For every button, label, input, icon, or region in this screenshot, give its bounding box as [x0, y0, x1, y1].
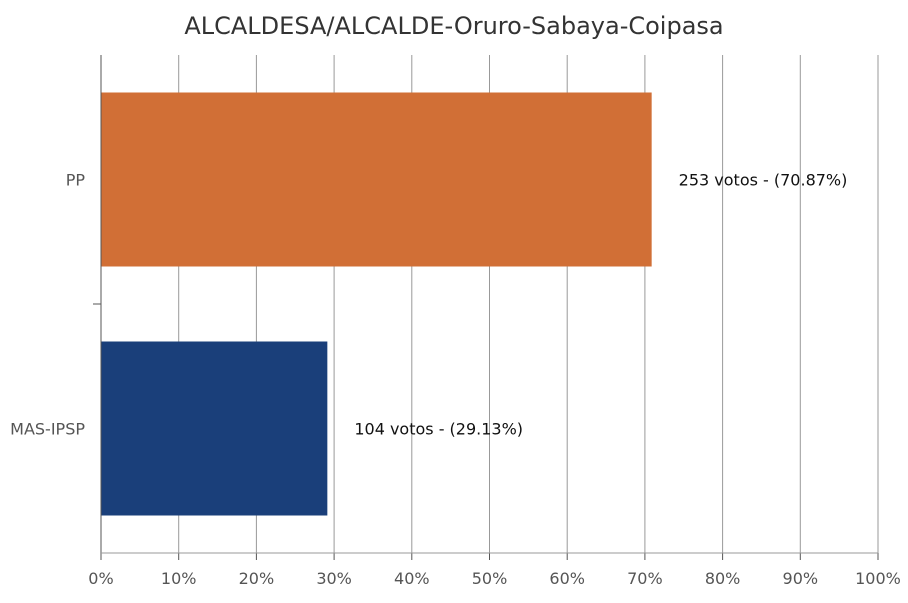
x-tick-label-10: 10%: [161, 569, 197, 588]
axes: 0% 10% 20% 30% 40% 50% 60% 70% 80% 90% 100% PP MAS-I…: [10, 55, 901, 588]
bar-mas-ipsp: [101, 341, 328, 516]
x-tick-label-30: 30%: [316, 569, 352, 588]
x-tick-label-70: 70%: [627, 569, 663, 588]
x-tick-label-60: 60%: [549, 569, 585, 588]
data-labels: 253 votos - (70.87%) 104 votos - (29.13%): [354, 171, 847, 439]
x-tick-label-80: 80%: [705, 569, 741, 588]
chart-title: ALCALDESA/ALCALDE-Oruro-Sabaya-Coipasa: [184, 12, 723, 40]
x-tick-label-20: 20%: [239, 569, 275, 588]
x-tick-label-100: 100%: [855, 569, 901, 588]
y-tick-label-mas-ipsp: MAS-IPSP: [10, 420, 85, 439]
data-label-pp: 253 votos - (70.87%): [679, 171, 848, 190]
x-tick-label-40: 40%: [394, 569, 430, 588]
bar-pp: [101, 92, 652, 267]
bars: [101, 92, 652, 516]
x-tick-label-90: 90%: [783, 569, 819, 588]
x-tick-label-0: 0%: [88, 569, 113, 588]
y-tick-label-pp: PP: [66, 171, 86, 190]
x-tick-label-50: 50%: [472, 569, 508, 588]
data-label-mas-ipsp: 104 votos - (29.13%): [354, 420, 523, 439]
